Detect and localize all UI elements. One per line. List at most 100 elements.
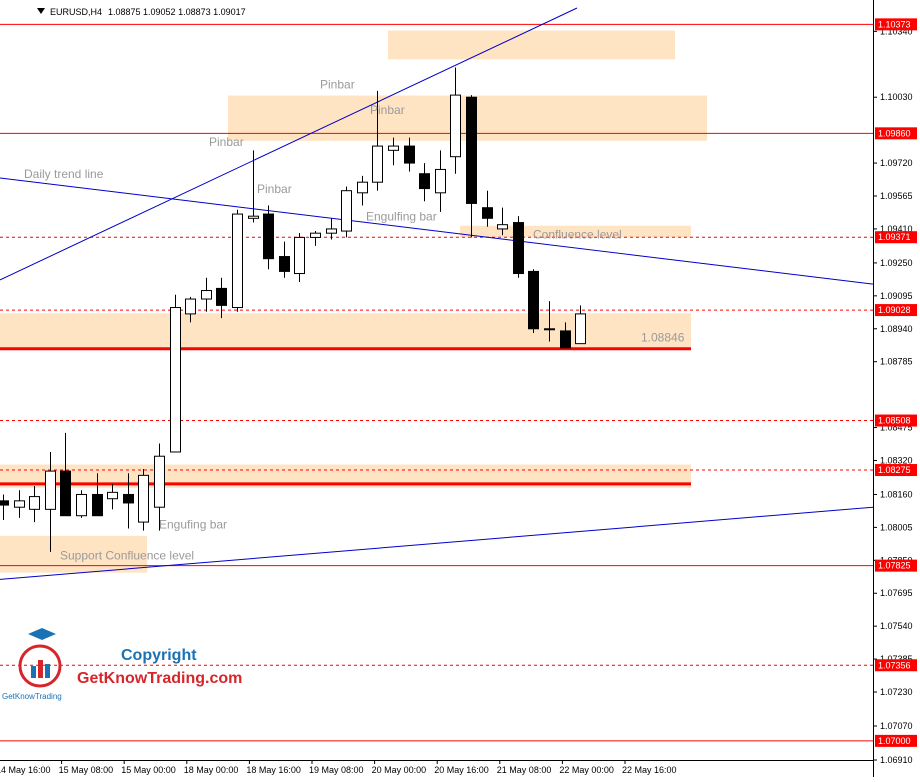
time-tick-label: 21 May 08:00 (497, 765, 552, 775)
time-tick-label: 15 May 00:00 (121, 765, 176, 775)
price-tick-label: 1.10340 (880, 26, 913, 36)
candle-body[interactable] (0, 500, 9, 506)
price-tick-label: 1.07385 (880, 654, 913, 664)
annotation-label: Pinbar (320, 78, 355, 92)
trend-line[interactable] (0, 7, 578, 281)
candle-body[interactable] (404, 145, 415, 164)
logo-small-text: GetKnowTrading (2, 692, 62, 701)
candle-body[interactable] (248, 215, 259, 219)
annotation-label: Pinbar (209, 135, 244, 149)
price-tick-label: 1.09720 (880, 158, 913, 168)
price-tag-label: 1.09860 (878, 128, 911, 138)
trend-line[interactable] (0, 506, 874, 580)
price-tick-label: 1.07695 (880, 588, 913, 598)
ohlc-values: 1.08875 1.09052 1.08873 1.09017 (108, 7, 246, 17)
candle-body[interactable] (170, 307, 181, 453)
candle-body[interactable] (45, 470, 56, 510)
annotation-label: 1.08846 (641, 331, 685, 345)
time-tick-label: 20 May 16:00 (434, 765, 489, 775)
price-tick-label: 1.09565 (880, 191, 913, 201)
price-tick-label: 1.07540 (880, 621, 913, 631)
symbol-label: EURUSD,H4 (50, 7, 102, 17)
trend-line[interactable] (0, 177, 874, 285)
price-tag (875, 127, 917, 140)
logo-bar-icon (31, 666, 36, 678)
candle-body[interactable] (92, 493, 103, 517)
annotation-label: Confluence level (533, 227, 622, 241)
zone (388, 30, 675, 60)
candle-body[interactable] (201, 290, 212, 300)
price-tick-label: 1.09095 (880, 291, 913, 301)
candle-body[interactable] (388, 145, 399, 151)
annotation-label: Pinbar (257, 182, 292, 196)
candle-body[interactable] (560, 330, 571, 349)
candle-body[interactable] (482, 207, 493, 219)
candle-body[interactable] (310, 232, 321, 238)
candle-body[interactable] (513, 222, 524, 275)
price-tag (875, 304, 917, 317)
dropdown-triangle-icon[interactable] (37, 8, 45, 14)
price-tick-label: 1.09250 (880, 258, 913, 268)
candle-body[interactable] (294, 236, 305, 275)
annotation-label: Engufing bar (159, 517, 227, 531)
price-tag-label: 1.09371 (878, 232, 911, 242)
candle-body[interactable] (216, 287, 227, 306)
candle-body[interactable] (14, 500, 25, 508)
time-tick-label: 14 May 16:00 (0, 765, 51, 775)
candle-body[interactable] (528, 270, 539, 330)
candle-body[interactable] (435, 168, 446, 194)
candle-body[interactable] (357, 181, 368, 194)
zone (0, 535, 147, 573)
time-tick-label: 20 May 00:00 (372, 765, 427, 775)
annotation-label: Engulfing bar (366, 209, 437, 223)
candle-body[interactable] (372, 145, 383, 183)
candle-body[interactable] (544, 328, 555, 331)
candle-body[interactable] (341, 190, 352, 232)
time-tick-label: 22 May 00:00 (559, 765, 614, 775)
logo-bar-icon (45, 664, 50, 678)
candle-body[interactable] (419, 173, 430, 190)
candle-body[interactable] (497, 224, 508, 230)
time-tick-label: 18 May 16:00 (246, 765, 301, 775)
candle-body[interactable] (76, 493, 87, 517)
price-tag (875, 18, 917, 31)
candle-body[interactable] (575, 313, 586, 345)
candle-body[interactable] (232, 213, 243, 309)
price-tick-label: 1.07070 (880, 721, 913, 731)
graduation-cap-icon (28, 628, 56, 640)
candle-body[interactable] (29, 496, 40, 510)
candle-body[interactable] (123, 493, 134, 504)
annotation-label: Daily trend line (24, 167, 104, 181)
candle-body[interactable] (185, 298, 196, 315)
price-tag-label: 1.10373 (878, 19, 911, 29)
candle-body[interactable] (263, 213, 274, 260)
price-tick-label: 1.08475 (880, 423, 913, 433)
price-tag (875, 659, 917, 672)
price-tick-label: 1.06910 (880, 755, 913, 765)
time-tick-label: 22 May 16:00 (622, 765, 677, 775)
price-tag-label: 1.09028 (878, 305, 911, 315)
candle-body[interactable] (466, 96, 477, 204)
price-tag-label: 1.08275 (878, 465, 911, 475)
price-tag-label: 1.07825 (878, 561, 911, 571)
time-tick-label: 19 May 08:00 (309, 765, 364, 775)
price-tag (875, 734, 917, 747)
candle-body[interactable] (154, 455, 165, 508)
price-tag (875, 464, 917, 477)
price-tag-label: 1.07000 (878, 736, 911, 746)
candle-body[interactable] (60, 470, 71, 517)
candle-body[interactable] (138, 474, 149, 523)
time-tick-label: 18 May 00:00 (184, 765, 239, 775)
candle-body[interactable] (279, 256, 290, 272)
price-tag-label: 1.08508 (878, 416, 911, 426)
candle-body[interactable] (107, 491, 118, 500)
price-tick-label: 1.10030 (880, 92, 913, 102)
time-tick-label: 15 May 08:00 (59, 765, 114, 775)
candle-body[interactable] (450, 94, 461, 158)
zone (0, 313, 691, 348)
candle-body[interactable] (326, 228, 337, 234)
price-tick-label: 1.09410 (880, 224, 913, 234)
price-tick-label: 1.08320 (880, 455, 913, 465)
